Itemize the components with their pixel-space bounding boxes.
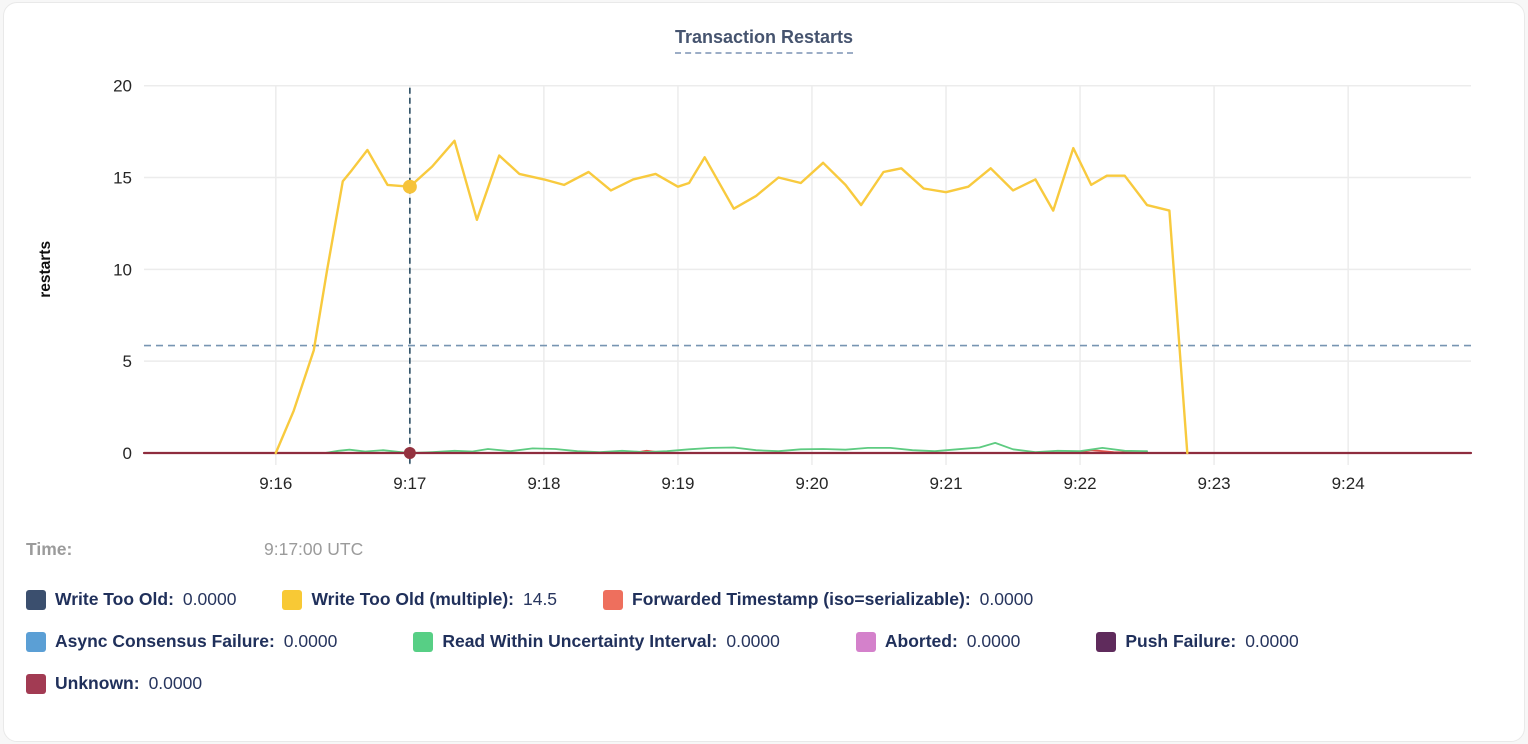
legend-series-label: Read Within Uncertainty Interval: [442,631,718,651]
time-value: 9:17:00 UTC [264,539,364,559]
legend-color-swatch [1096,631,1117,652]
hover-point-dot [403,447,416,459]
y-tick-label: 5 [123,352,132,371]
chart-svg[interactable]: 0 5 10 15 20 9:16 9:17 9:18 9:19 9:20 9:21 9:22 9:23… [4,3,1525,515]
legend-item: Async Consensus Failure: 0.0000 [26,631,337,652]
legend-row: Async Consensus Failure: 0.0000 Read Withi… [26,631,1504,652]
legend: Write Too Old: 0.0000 Write Too Old (multi… [26,589,1504,715]
legend-item: Write Too Old: 0.0000 [26,589,236,610]
legend-series-label: Forwarded Timestamp (iso=serializable): [632,589,971,609]
y-tick-label: 15 [113,169,132,188]
legend-series-label: Async Consensus Failure: [55,631,275,651]
legend-item: Forwarded Timestamp (iso=serializable): 0… [603,589,1033,610]
legend-series-value: 0.0000 [148,673,203,693]
x-tick-label: 9:19 [661,474,694,493]
series-line-write-too-old-multiple [274,139,1189,455]
x-tick-label: 9:18 [527,474,560,493]
legend-row: Write Too Old: 0.0000 Write Too Old (multi… [26,589,1504,610]
legend-item: Aborted: 0.0000 [855,631,1021,652]
metric-chart-card: Transaction Restarts 0 5 10 15 20 9:16 9:17 9:1… [3,2,1525,742]
legend-item: Write Too Old (multiple): 14.5 [282,589,557,610]
legend-color-swatch [26,631,46,652]
x-tick-label: 9:23 [1198,474,1231,493]
legend-series-value: 0.0000 [979,589,1034,609]
hover-point-dot [402,179,417,194]
y-tick-label: 10 [113,260,132,279]
legend-color-swatch [855,631,876,652]
legend-item: Read Within Uncertainty Interval: 0.0000 [413,631,780,652]
y-tick-label: 20 [113,77,132,96]
legend-item: Unknown: 0.0000 [26,673,202,694]
legend-series-label: Unknown: [55,673,140,693]
legend-color-swatch [26,673,46,694]
y-axis-label: restarts [37,241,54,298]
x-tick-label: 9:21 [929,474,962,493]
legend-color-swatch [603,589,624,610]
legend-item: Push Failure: 0.0000 [1096,631,1299,652]
legend-series-value: 14.5 [522,589,558,609]
legend-series-value: 0.0000 [182,589,237,609]
x-tick-label: 9:24 [1332,474,1365,493]
legend-color-swatch [282,589,303,610]
x-tick-label: 9:17 [393,474,426,493]
x-tick-label: 9:22 [1064,474,1097,493]
time-label: Time: [26,539,73,559]
legend-series-value: 0.0000 [1245,631,1299,651]
hover-time-row: Time: 9:17:00 UTC [26,539,363,560]
chart-title-wrap: Transaction Restarts [4,27,1524,54]
legend-series-label: Push Failure: [1125,631,1237,651]
legend-color-swatch [26,589,46,610]
y-tick-label: 0 [123,444,132,463]
legend-series-label: Write Too Old: [55,589,174,609]
legend-series-value: 0.0000 [966,631,1021,651]
legend-color-swatch [413,631,434,652]
chart-title[interactable]: Transaction Restarts [674,27,854,54]
legend-row: Unknown: 0.0000 [26,673,1504,694]
legend-series-label: Write Too Old (multiple): [311,589,514,609]
x-tick-label: 9:16 [259,474,292,493]
legend-series-value: 0.0000 [726,631,780,651]
legend-series-value: 0.0000 [283,631,338,651]
legend-series-label: Aborted: [884,631,958,651]
series-line-read-within-uncertainty-interval [324,441,1148,454]
chart-area[interactable]: 0 5 10 15 20 9:16 9:17 9:18 9:19 9:20 9:21 9:22 9:23… [4,3,1525,515]
x-tick-label: 9:20 [795,474,828,493]
